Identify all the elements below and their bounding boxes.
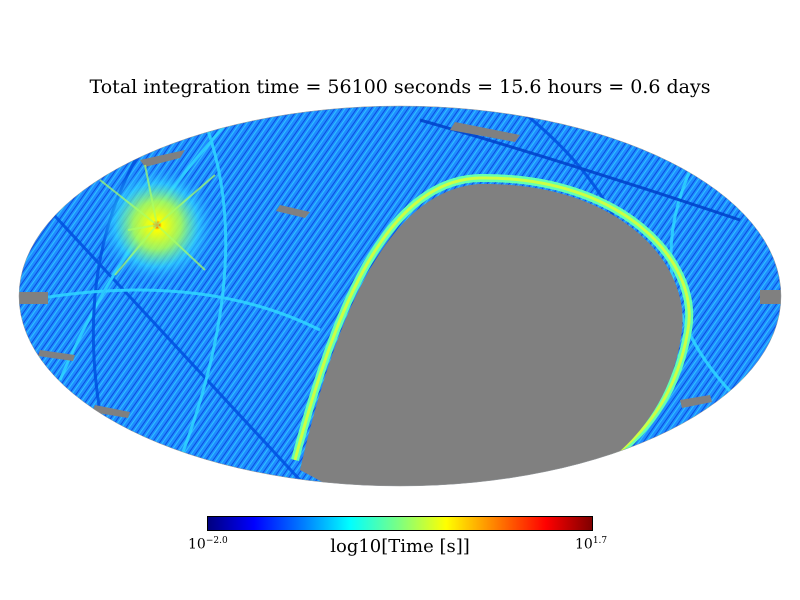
colorbar-gradient: [208, 517, 592, 530]
chart-title: Total integration time = 56100 seconds =…: [89, 76, 711, 98]
colorbar-max-exponent: 1.7: [592, 536, 608, 546]
colorbar-max-label: 101.7: [575, 536, 607, 553]
colorbar-min-base: 10: [188, 536, 206, 553]
colorbar-title: log10[Time [s]]: [330, 536, 470, 557]
colorbar-max-base: 10: [575, 536, 593, 553]
colorbar: [207, 516, 593, 531]
map-outline: [18, 105, 782, 487]
unobserved-region: [300, 183, 683, 486]
hotspot-rays: [99, 164, 216, 276]
unobserved-gaps: [19, 122, 781, 418]
colorbar-min-exponent: −2.0: [205, 536, 228, 546]
colorbar-min-label: 10−2.0: [188, 536, 228, 553]
